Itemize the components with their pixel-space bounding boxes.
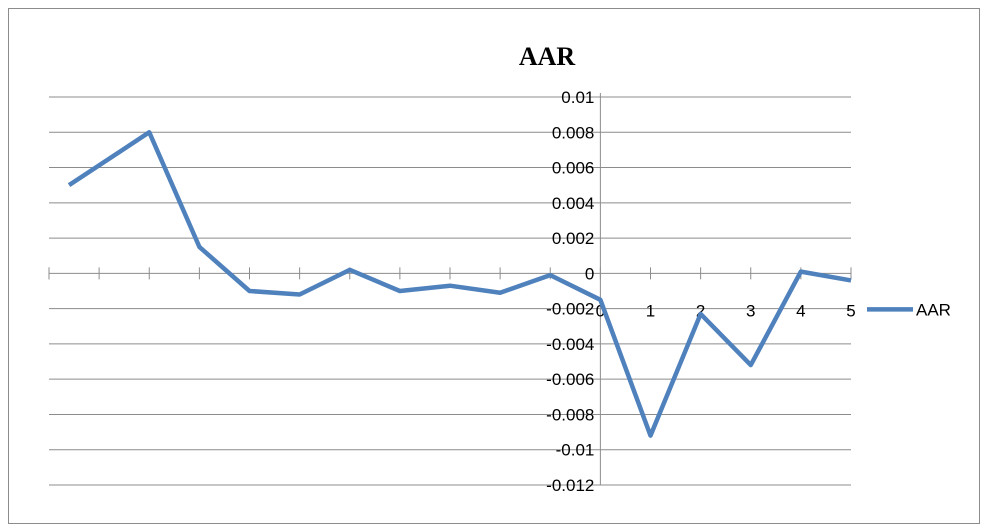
x-tick-label: 3 [746, 301, 755, 320]
x-tick-label: 2 [696, 301, 705, 320]
chart-title: AAR [519, 42, 576, 71]
y-tick-label: 0 [585, 264, 594, 283]
y-tick-label: -0.008 [546, 405, 594, 424]
aar-line-chart: AAR 0.010.0080.0060.0040.0020-0.002-0.00… [48, 42, 951, 495]
y-tick-label: 0.004 [552, 194, 595, 213]
y-tick-label: 0.01 [561, 88, 594, 107]
y-tick-label: 0.008 [552, 123, 595, 142]
y-tick-label: -0.002 [546, 300, 594, 319]
y-tick-label: -0.012 [546, 476, 594, 495]
y-tick-label: -0.01 [556, 441, 595, 460]
series-layer [67, 130, 852, 438]
y-tick-label: -0.006 [546, 370, 594, 389]
y-tick-label: 0.002 [552, 229, 595, 248]
x-tick-label: 0 [596, 301, 605, 320]
x-tick-label: 1 [646, 301, 655, 320]
axes [48, 93, 852, 485]
legend-label-aar: AAR [916, 300, 951, 319]
x-tick-labels: 0 1 2 3 4 5 [596, 301, 856, 320]
x-tick-label: 4 [796, 301, 805, 320]
x-tick-label: 5 [846, 301, 855, 320]
legend: AAR [867, 300, 951, 319]
chart-frame: AAR 0.01 0.008 0.006 0.004 0.002 0 -0.002 -0.00… [8, 8, 980, 524]
gridlines [49, 96, 851, 486]
y-tick-label: -0.004 [546, 335, 594, 354]
y-tick-label: 0.006 [552, 159, 595, 178]
y-tick-labels: 0.01 0.008 0.006 0.004 0.002 0 -0.002 -0.004 -0.… [546, 88, 594, 495]
series-line-aar [67, 130, 852, 438]
